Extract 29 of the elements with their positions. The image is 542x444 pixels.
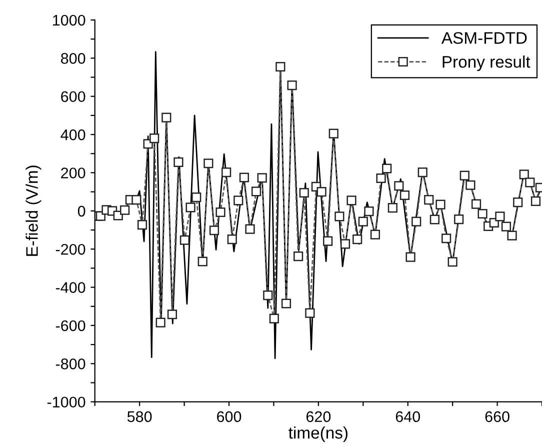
point [120,205,130,215]
x-tick-label: 660 [485,411,510,422]
y-tick-label: -600 [56,320,86,332]
legend-label: ASM-FDTD [441,32,527,44]
point [132,195,142,205]
y-tick-label: -400 [56,282,86,293]
y-tick-label: -1000 [47,396,86,408]
x-tick-label: 620 [306,411,331,422]
y-tick-label: 1000 [53,14,86,26]
x-tick-label: 600 [217,411,242,422]
point [525,178,535,188]
y-tick-label: -800 [56,358,86,370]
x-axis-title: time(ns) [288,426,348,442]
y-tick-label: 800 [61,53,86,64]
point [466,180,476,190]
y-tick-label: 400 [60,129,86,140]
y-tick-label: 200 [61,168,86,178]
x-tick-label: 640 [396,411,420,422]
y-tick-label: 0 [78,206,86,217]
x-tick-label: 580 [127,411,152,422]
point [430,214,440,224]
point [530,196,541,206]
point [471,199,482,209]
y-tick-label: 600 [61,91,86,102]
point [478,208,488,219]
point [424,195,434,205]
legend-label: Prony result [442,56,530,72]
y-axis-title: E-field (V/m) [26,166,42,256]
y-tick-label: -200 [56,244,86,255]
